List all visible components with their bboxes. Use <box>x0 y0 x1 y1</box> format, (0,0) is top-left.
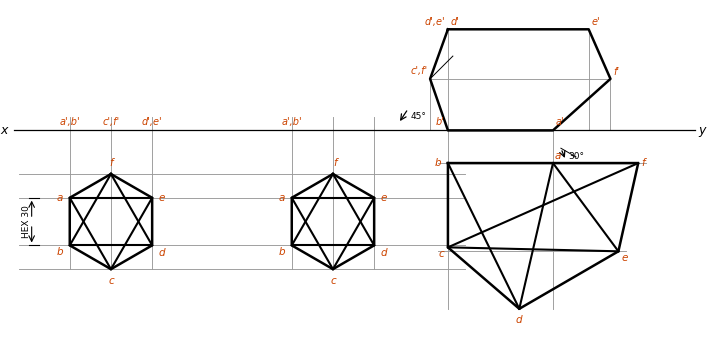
Text: x: x <box>1 124 8 137</box>
Text: d: d <box>516 315 522 325</box>
Text: c: c <box>330 276 336 286</box>
Text: 45°: 45° <box>410 112 426 120</box>
Text: a: a <box>279 193 286 203</box>
Text: f': f' <box>614 67 619 77</box>
Text: a',b': a',b' <box>281 117 302 127</box>
Text: e: e <box>380 193 387 203</box>
Text: d': d' <box>450 17 460 27</box>
Text: e: e <box>621 253 628 263</box>
Text: d: d <box>380 248 387 258</box>
Text: a: a <box>555 151 561 160</box>
Text: e': e' <box>592 17 600 27</box>
Text: c: c <box>108 276 114 286</box>
Text: b: b <box>57 247 64 257</box>
Text: d',e': d',e' <box>425 17 445 27</box>
Text: f: f <box>109 158 113 167</box>
Text: HEX 30: HEX 30 <box>22 205 31 238</box>
Text: c',f': c',f' <box>411 66 428 76</box>
Text: f: f <box>641 158 645 168</box>
Text: a: a <box>57 193 64 203</box>
Text: c: c <box>439 249 445 259</box>
Text: a',b': a',b' <box>59 117 80 127</box>
Text: a': a' <box>556 117 565 127</box>
Text: b: b <box>435 158 441 168</box>
Text: d: d <box>158 248 165 258</box>
Text: c',f': c',f' <box>103 117 119 127</box>
Text: b': b' <box>436 117 445 127</box>
Text: d',e': d',e' <box>142 117 163 127</box>
Text: 30°: 30° <box>568 152 585 161</box>
Text: f: f <box>333 158 337 167</box>
Text: y: y <box>699 124 706 137</box>
Text: e: e <box>158 193 165 203</box>
Text: b: b <box>279 247 286 257</box>
